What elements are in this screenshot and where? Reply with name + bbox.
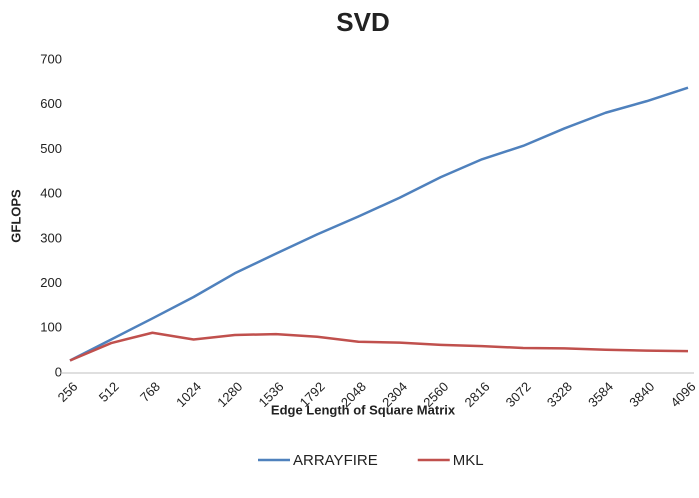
y-tick-label: 500: [40, 141, 62, 156]
x-tick-label: 1280: [214, 379, 245, 410]
y-tick-label: 400: [40, 186, 62, 201]
series-line: [69, 86, 689, 362]
y-tick-label: 0: [55, 364, 62, 379]
legend-label: MKL: [453, 452, 484, 469]
x-tick-label: 512: [96, 379, 122, 405]
y-tick-label: 300: [40, 230, 62, 245]
y-tick-label: 600: [40, 96, 62, 111]
y-tick-label: 200: [40, 275, 62, 290]
y-tick-label: 700: [40, 51, 62, 66]
x-tick-label: 4096: [667, 379, 698, 410]
chart-title: SVD: [336, 7, 389, 37]
x-tick-label: 3840: [626, 379, 657, 410]
y-tick-label: 100: [40, 320, 62, 335]
x-tick-label: 2816: [461, 379, 492, 410]
x-tick-label: 3328: [544, 379, 575, 410]
x-tick-label: 256: [55, 379, 81, 405]
legend-label: ARRAYFIRE: [293, 452, 378, 469]
series-line: [69, 331, 689, 362]
x-tick-label: 3072: [503, 379, 534, 410]
x-tick-label: 768: [137, 379, 163, 405]
x-tick-label: 3584: [585, 379, 616, 410]
y-axis-label: GFLOPS: [8, 189, 23, 243]
x-tick-label: 1024: [173, 379, 204, 410]
x-axis-label: Edge Length of Square Matrix: [271, 402, 456, 417]
